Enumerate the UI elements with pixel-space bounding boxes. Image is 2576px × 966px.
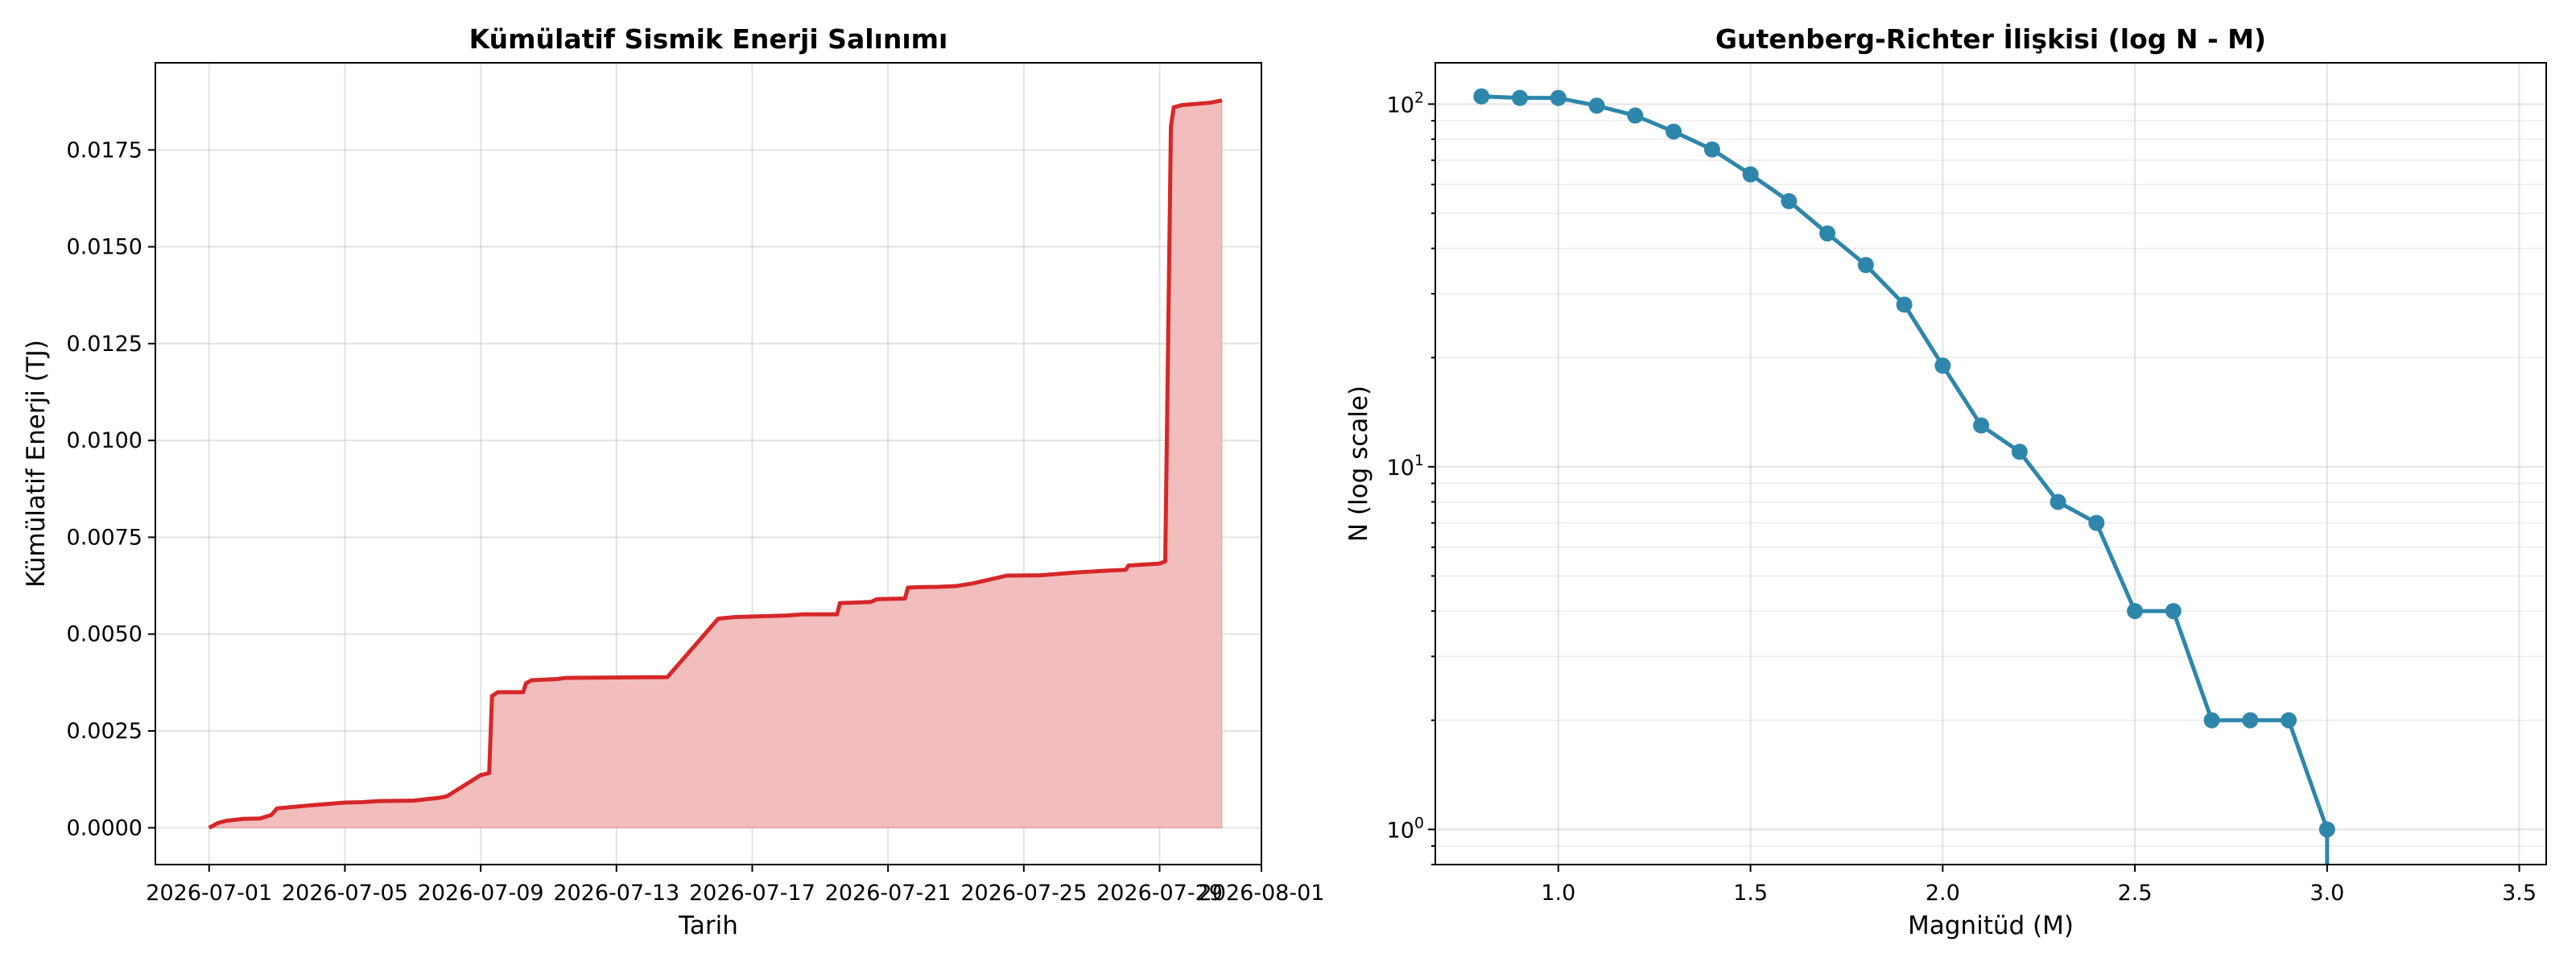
x-tick-label: 2026-07-01	[146, 881, 272, 906]
energy-chart-frame	[155, 62, 1262, 865]
x-tick-label: 2026-07-29	[1096, 881, 1223, 906]
energy-chart-x-axis: 2026-07-01 2026-07-05 2026-07-09 2026-07-13…	[146, 865, 1324, 906]
gr-chart-y-axis: 100 101 102	[1387, 89, 1435, 865]
gr-data-point	[1473, 88, 1490, 105]
gr-series-line	[1481, 94, 2330, 831]
y-tick-label: 100	[1387, 814, 1424, 843]
energy-area-fill	[208, 99, 1223, 829]
gr-data-point	[2281, 712, 2297, 729]
gr-data-point	[1742, 166, 1759, 183]
x-tick-label: 2026-07-17	[689, 881, 815, 906]
gr-data-point	[1703, 141, 1720, 158]
gr-data-point	[1588, 97, 1605, 114]
gr-data-point	[2050, 493, 2066, 510]
y-tick-label: 102	[1387, 89, 1424, 118]
gr-chart-title: Gutenberg-Richter İlişkisi (log N - M)	[1715, 23, 2266, 55]
gr-data-point	[2011, 444, 2028, 460]
x-tick-label: 2.0	[1926, 881, 1960, 906]
x-tick-label: 2.5	[2118, 881, 2153, 906]
gr-data-point	[1896, 296, 1913, 313]
gr-chart-xlabel: Magnitüd (M)	[1908, 911, 2074, 940]
y-tick-label: 0.0050	[67, 622, 142, 647]
x-tick-label: 2026-08-01	[1199, 881, 1325, 906]
x-tick-label: 2026-07-05	[282, 881, 408, 906]
gr-data-point	[1512, 89, 1529, 106]
x-tick-label: 2026-07-09	[418, 881, 544, 906]
gr-data-point	[1934, 357, 1951, 374]
x-tick-label: 2026-07-13	[553, 881, 679, 906]
energy-chart-title: Kümülatif Sismik Enerji Salınımı	[469, 23, 948, 55]
gr-data-point	[1857, 257, 1874, 274]
gr-data-point	[1973, 417, 1990, 434]
gr-data-point	[1666, 123, 1682, 140]
y-tick-label: 0.0125	[67, 332, 142, 357]
gr-data-point	[2165, 603, 2182, 620]
energy-chart-xlabel: Tarih	[678, 911, 738, 940]
gr-data-point	[1627, 107, 1644, 124]
y-tick-label: 0.0150	[67, 235, 142, 260]
gr-chart-ylabel: N (log scale)	[1344, 386, 1373, 542]
y-tick-label: 0.0075	[67, 525, 142, 550]
gr-chart-x-axis: 1.0 1.5 2.0 2.5 3.0 3.5	[1541, 865, 2537, 906]
gr-data-point	[2242, 712, 2259, 729]
gr-chart-frame	[1435, 62, 2547, 865]
gr-data-point	[1819, 225, 1836, 242]
y-tick-label: 101	[1387, 452, 1424, 481]
y-tick-label: 0.0000	[67, 815, 142, 840]
gr-data-point	[2203, 712, 2220, 729]
energy-series-line	[208, 98, 1223, 830]
x-tick-label: 2026-07-25	[960, 881, 1087, 906]
x-tick-label: 1.5	[1733, 881, 1768, 906]
gr-data-point	[2088, 514, 2105, 531]
energy-chart-ylabel: Kümülatif Enerji (TJ)	[22, 340, 51, 588]
gutenberg-richter-chart: Gutenberg-Richter İlişkisi (log N - M) 1…	[1344, 23, 2547, 940]
y-tick-label: 0.0025	[67, 719, 142, 744]
x-tick-label: 2026-07-21	[825, 881, 952, 906]
gr-data-point	[1781, 192, 1798, 209]
gr-chart-grid	[1435, 63, 2546, 865]
gr-data-point	[2127, 603, 2144, 620]
x-tick-label: 3.5	[2502, 881, 2537, 906]
gr-data-point	[1550, 89, 1567, 106]
y-tick-label: 0.0175	[67, 138, 142, 163]
energy-chart-y-axis: 0.0000 0.0025 0.0050 0.0075 0.0100 0.0125 0.01…	[67, 138, 155, 840]
energy-chart: Kümülatif Sismik Enerji Salınımı 2026-07…	[22, 23, 1324, 940]
gr-chart-plot	[1473, 88, 2335, 865]
gr-data-point	[2318, 821, 2335, 838]
y-tick-label: 0.0100	[67, 428, 142, 453]
energy-chart-grid	[155, 63, 1262, 865]
x-tick-label: 3.0	[2310, 881, 2344, 906]
energy-chart-plot	[208, 98, 1223, 830]
x-tick-label: 1.0	[1541, 881, 1575, 906]
